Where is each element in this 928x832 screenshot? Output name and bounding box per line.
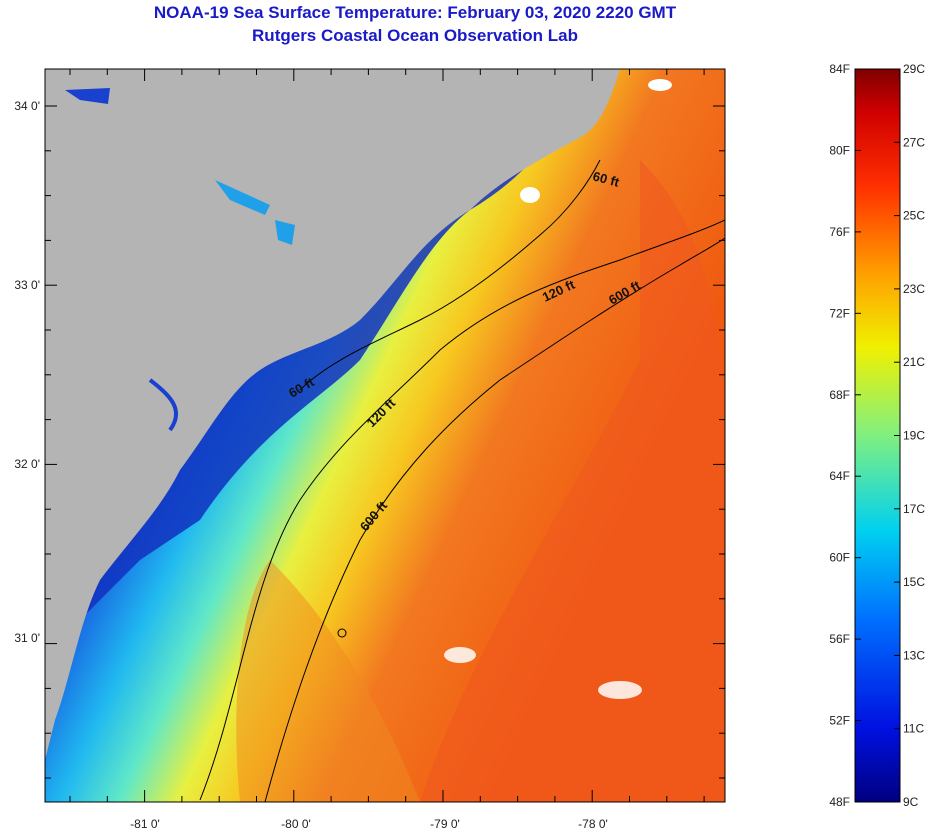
lon-label-81: -81 0' [130, 817, 160, 831]
map-title: NOAA-19 Sea Surface Temperature: Februar… [153, 3, 677, 22]
seamount-contour [337, 628, 347, 638]
isobath-600ft [264, 237, 725, 802]
gulf-stream-warm-band [420, 160, 725, 802]
map-subtitle: Rutgers Coastal Ocean Observation Lab [252, 26, 578, 45]
colorbar-label-f: 64F [829, 469, 850, 483]
colorbar-label-c: 13C [903, 648, 925, 662]
lon-label-78: -78 0' [578, 817, 608, 831]
lat-label-33: 33 0' [14, 278, 40, 292]
map-frame [44, 68, 726, 803]
colorbar-label-f: 68F [829, 388, 850, 402]
land-mass [45, 69, 620, 760]
colorbar-label-f: 60F [829, 551, 850, 565]
inland-water-3 [275, 220, 295, 245]
inland-water-1 [65, 88, 110, 104]
lat-label-31: 31 0' [14, 631, 40, 645]
lon-label-80: -80 0' [281, 817, 311, 831]
colorbar-label-f: 80F [829, 143, 850, 157]
isobath-120ft [199, 219, 725, 801]
colorbar-label-c: 19C [903, 429, 925, 443]
colorbar-label-c: 25C [903, 209, 925, 223]
map-ticks [45, 69, 725, 802]
lat-label-34: 34 0' [14, 99, 40, 113]
isobath-60ft [299, 159, 601, 391]
colorbar-label-c: 23C [903, 282, 925, 296]
colorbar-label-f: 84F [829, 62, 850, 76]
inland-water-2 [215, 180, 270, 215]
cloud-mask-2 [444, 647, 476, 663]
river-inlet [148, 378, 178, 432]
colorbar-fahrenheit-labels: 84F 80F 76F 72F 68F 64F 60F 56F 52F 48F [829, 62, 850, 809]
colorbar-ticks [855, 68, 900, 803]
colorbar-label-f: 56F [829, 632, 850, 646]
lon-label-79: -79 0' [430, 817, 460, 831]
colorbar-label-f: 76F [829, 225, 850, 239]
contour-label-60ft-north: 60 ft [591, 168, 621, 190]
cloud-mask-4 [648, 79, 672, 91]
colorbar-label-c: 21C [903, 355, 925, 369]
colorbar-label-f: 52F [829, 714, 850, 728]
temperature-colorbar [854, 68, 901, 803]
colorbar-label-c: 11C [903, 722, 924, 736]
colorbar-celsius-labels: 29C 27C 25C 23C 21C 19C 17C 15C 13C 11C 9C [903, 62, 925, 809]
colorbar-label-c: 29C [903, 62, 925, 76]
lat-label-32: 32 0' [14, 457, 40, 471]
colorbar-label-c: 17C [903, 502, 925, 516]
cloud-mask-1 [520, 187, 540, 203]
colorbar-label-f: 72F [829, 306, 850, 320]
colorbar-label-f: 48F [829, 795, 850, 809]
colorbar-label-c: 27C [903, 135, 925, 149]
cloud-mask-3 [598, 681, 642, 699]
colorbar-label-c: 9C [903, 795, 919, 809]
colorbar-label-c: 15C [903, 575, 925, 589]
